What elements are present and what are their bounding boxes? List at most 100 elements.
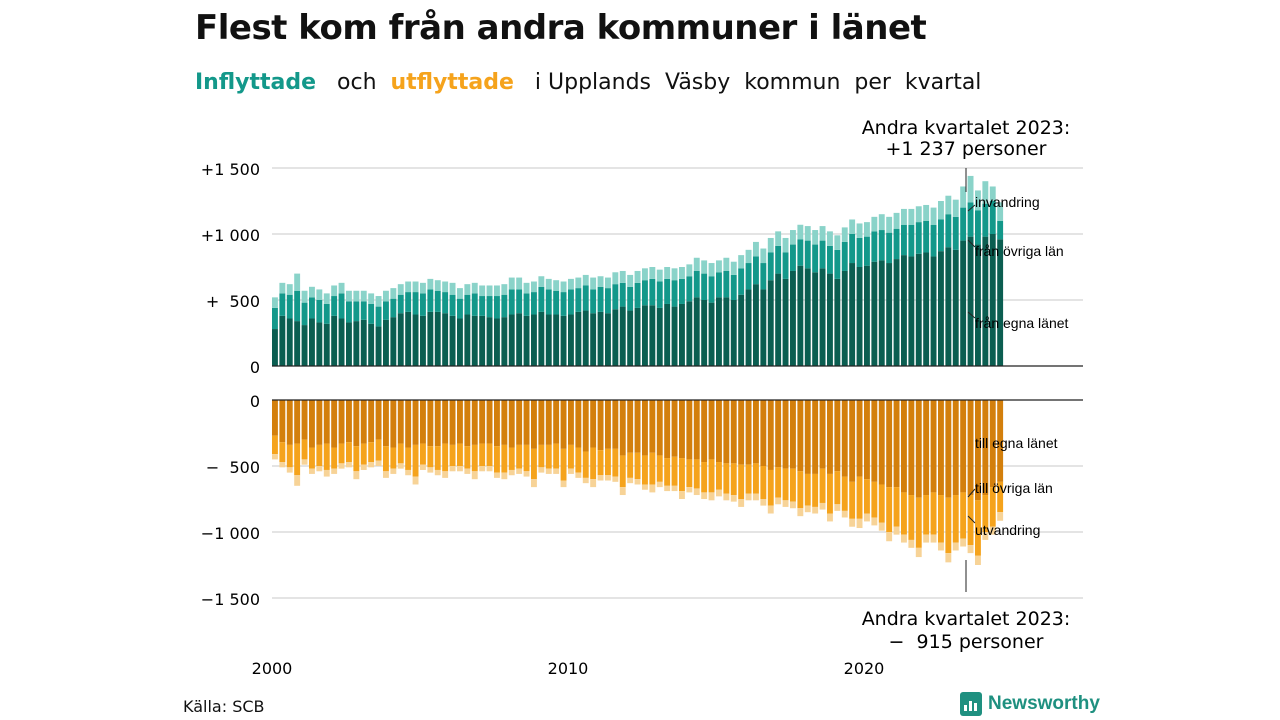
bar-in-ovriga [938,219,944,252]
bar-ut-utvandring [590,479,597,488]
bar-in-egna [538,311,545,366]
bar-in-ovriga [819,240,826,269]
bar-in-ovriga [390,298,397,318]
bar-in-ovriga [582,285,589,311]
bar-ut-utvandring [871,517,878,526]
bar-in-ovriga [730,274,737,300]
bar-ut-ovriga [730,463,737,496]
bar-ut-egna [516,400,523,445]
bar-ut-egna [531,400,537,449]
bar-ut-ovriga [612,448,619,477]
bar-ut-egna [612,400,619,449]
bar-ut-ovriga [597,450,604,476]
bar-ut-egna [642,400,648,456]
bar-in-invandring [819,226,826,241]
bar-ut-egna [434,400,441,447]
bar-ut-egna [627,400,634,453]
bar-in-egna [272,329,278,366]
bar-ut-ovriga [819,468,826,503]
bar-in-ovriga [494,296,500,319]
bar-in-egna [790,270,796,366]
bar-in-invandring [649,267,656,279]
bar-ut-utvandring [642,484,648,490]
bar-ut-ovriga [494,446,500,473]
bar-ut-egna [797,400,804,472]
leader-fran-egna-lanet [967,311,976,319]
bar-in-invandring [975,190,981,211]
bar-in-egna [812,272,819,366]
bar-in-invandring [738,255,745,269]
bar-ut-utvandring [908,539,915,548]
bar-in-invandring [679,267,685,279]
bar-ut-ovriga [575,447,582,473]
bar-ut-egna [893,400,900,488]
bar-ut-egna [753,400,759,464]
bar-ut-egna [634,400,641,453]
label-fran-ovriga-lan: från övriga län [975,243,1064,259]
bar-ut-ovriga [516,444,523,469]
bar-in-egna [301,325,308,366]
bar-ut-egna [701,400,708,463]
bar-in-egna [923,252,930,366]
bar-in-ovriga [834,249,841,279]
bar-in-invandring [671,268,678,281]
subtitle-och: och [337,70,377,95]
bar-ut-utvandring [375,460,382,466]
bar-in-egna [479,315,486,366]
bar-ut-utvandring [760,499,767,506]
bar-in-ovriga [479,296,486,316]
bar-ut-egna [864,400,870,480]
bar-in-invandring [575,277,582,289]
bar-ut-ovriga [420,443,426,465]
bar-ut-ovriga [915,497,922,548]
bar-ut-egna [331,400,338,448]
bar-ut-egna [538,400,545,445]
bar-ut-utvandring [457,466,463,472]
bar-ut-ovriga [346,442,352,463]
bar-in-ovriga [975,210,981,245]
bar-in-invandring [316,289,323,300]
bar-in-egna [804,268,811,366]
bar-ut-ovriga [923,495,930,535]
bar-in-egna [753,284,759,366]
bar-ut-utvandring [538,467,545,473]
ytick-bottom-1000: −1 000 [201,524,260,543]
bar-ut-egna [457,400,463,444]
bar-in-ovriga [538,286,545,312]
bar-in-invandring [486,285,493,297]
bar-in-invandring [849,219,856,234]
bar-in-egna [856,267,863,366]
bar-in-egna [960,240,967,366]
bar-ut-ovriga [827,473,833,514]
bar-ut-ovriga [701,462,708,493]
bar-ut-egna [819,400,826,469]
bar-in-egna [634,307,641,366]
bar-in-ovriga [745,263,752,290]
bar-ut-egna [375,400,382,440]
bar-ut-utvandring [797,508,804,517]
bar-in-ovriga [309,297,315,319]
bar-in-ovriga [301,302,308,326]
bar-ut-utvandring [346,462,352,468]
bar-ut-egna [508,400,515,448]
bar-ut-ovriga [901,492,907,535]
bar-in-ovriga [723,270,730,298]
bar-in-ovriga [693,270,700,298]
bar-ut-utvandring [664,485,671,492]
bar-ut-egna [908,400,915,496]
ytick-bottom-1500: −1 500 [201,590,260,609]
bar-in-egna [383,319,389,366]
bar-ut-ovriga [982,495,989,532]
bar-in-egna [338,318,345,366]
bar-in-egna [982,236,989,366]
bar-in-ovriga [294,290,301,322]
bar-in-invandring [471,282,478,294]
bar-in-ovriga [605,288,611,314]
bar-in-ovriga [760,263,767,290]
bar-ut-utvandring [442,471,449,478]
bar-ut-egna [294,400,301,444]
bar-in-ovriga [442,292,449,314]
bar-in-ovriga [708,276,715,303]
bar-in-egna [597,311,604,366]
bar-ut-ovriga [605,448,611,476]
